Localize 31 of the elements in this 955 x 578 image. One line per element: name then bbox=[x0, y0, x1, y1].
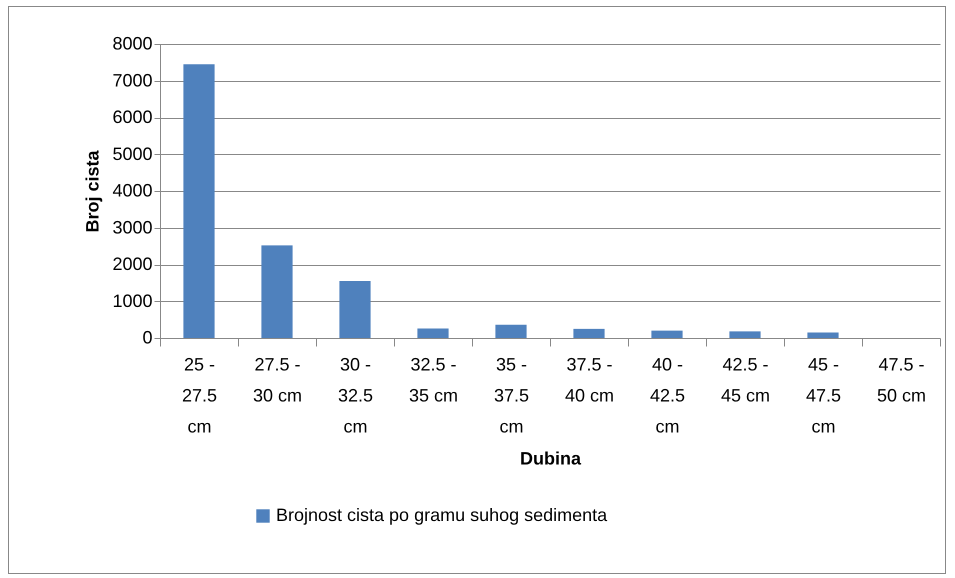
x-tick-label: 37.5 - 40 cm bbox=[564, 354, 614, 406]
x-tick-label: 40 - 42.5 cm bbox=[650, 354, 686, 436]
bar bbox=[495, 324, 527, 338]
bar bbox=[417, 328, 449, 338]
x-tick-label: 27.5 - 30 cm bbox=[252, 354, 302, 406]
bar bbox=[183, 64, 215, 338]
y-tick-label: 1000 bbox=[112, 290, 152, 311]
y-tick-label: 3000 bbox=[112, 217, 152, 238]
x-tick-label: 47.5 - 50 cm bbox=[876, 354, 926, 406]
x-tick-label: 30 - 32.5 cm bbox=[338, 354, 374, 436]
bar bbox=[807, 332, 839, 338]
x-tick-label: 45 - 47.5 cm bbox=[806, 354, 842, 436]
bar bbox=[651, 330, 683, 338]
y-tick-label: 0 bbox=[142, 328, 152, 348]
y-tick-label: 5000 bbox=[112, 144, 152, 164]
y-tick-label: 7000 bbox=[112, 70, 152, 90]
y-tick-label: 8000 bbox=[112, 34, 152, 54]
legend-label: Brojnost cista po gramu suhog sedimenta bbox=[276, 505, 608, 525]
y-tick-label: 6000 bbox=[112, 107, 152, 127]
x-tick-label: 35 - 37.5 cm bbox=[494, 354, 530, 436]
bar bbox=[573, 328, 605, 338]
x-tick-label: 25 - 27.5 cm bbox=[182, 354, 218, 436]
y-tick-label: 4000 bbox=[112, 180, 152, 200]
x-axis-title: Dubina bbox=[520, 448, 582, 468]
y-axis-title: Broj cista bbox=[82, 150, 102, 233]
y-tick-label: 2000 bbox=[112, 254, 152, 274]
bar bbox=[339, 281, 371, 338]
bar bbox=[261, 245, 293, 338]
bar bbox=[729, 331, 761, 338]
x-tick-label: 42.5 - 45 cm bbox=[720, 354, 770, 406]
x-tick-label: 32.5 - 35 cm bbox=[408, 354, 458, 406]
